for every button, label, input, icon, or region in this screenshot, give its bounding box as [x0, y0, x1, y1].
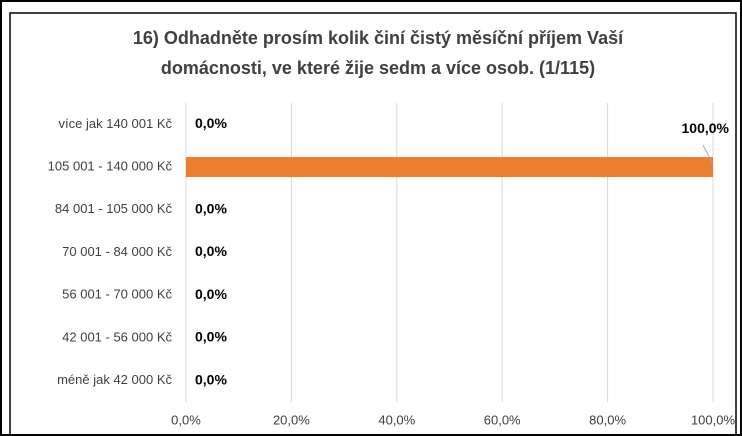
chart-title: 16) Odhadněte prosím kolik činí čistý mě… — [133, 28, 624, 48]
value-label: 0,0% — [195, 115, 227, 131]
y-tick-label: 56 001 - 70 000 Kč — [62, 287, 172, 302]
leader-line — [702, 144, 714, 165]
y-tick-label: 84 001 - 105 000 Kč — [55, 201, 173, 216]
y-tick-label: 70 001 - 84 000 Kč — [62, 244, 172, 259]
y-tick-label: méně jak 42 000 Kč — [57, 372, 172, 387]
value-label: 0,0% — [195, 286, 227, 302]
value-label: 0,0% — [195, 371, 227, 387]
value-label: 0,0% — [195, 200, 227, 216]
x-tick-label: 80,0% — [589, 412, 626, 427]
y-tick-label: 105 001 - 140 000 Kč — [48, 159, 173, 174]
chart-frame — [9, 12, 737, 436]
bar — [186, 157, 713, 178]
y-tick-label: 42 001 - 56 000 Kč — [62, 329, 172, 344]
chart-title: domácnosti, ve které žije sedm a více os… — [161, 58, 595, 78]
x-tick-label: 20,0% — [273, 412, 310, 427]
x-tick-label: 100,0% — [691, 412, 736, 427]
value-label: 0,0% — [195, 329, 227, 345]
x-tick-label: 60,0% — [484, 412, 521, 427]
value-label: 0,0% — [195, 243, 227, 259]
y-tick-label: více jak 140 001 Kč — [59, 116, 173, 131]
x-tick-label: 40,0% — [378, 412, 415, 427]
value-label: 100,0% — [682, 120, 730, 136]
x-tick-label: 0,0% — [171, 412, 201, 427]
